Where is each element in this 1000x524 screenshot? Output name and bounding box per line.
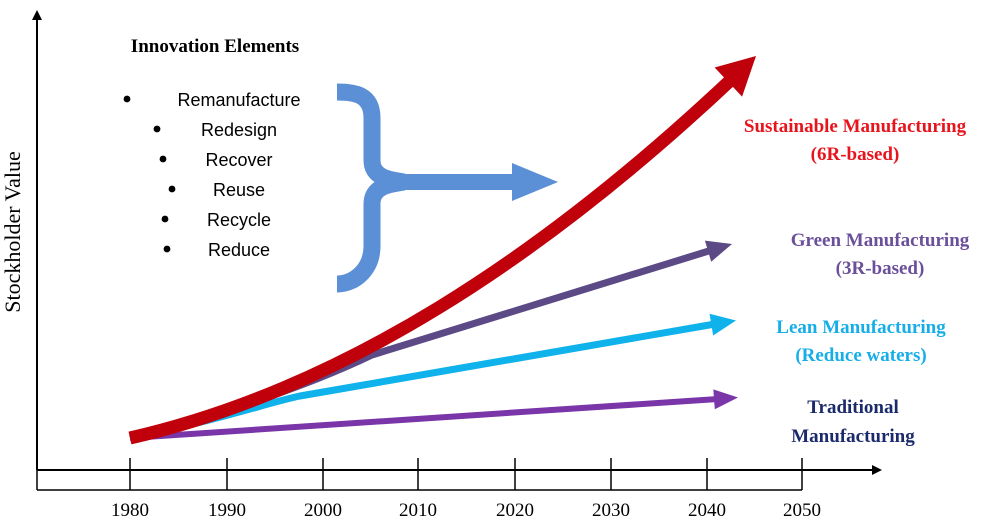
sustainable-label-line1: Sustainable Manufacturing: [744, 116, 967, 137]
traditional-label-line2: Manufacturing: [791, 426, 915, 447]
lean-arrowhead-icon: [709, 313, 736, 336]
timeline-grid: [36, 470, 802, 491]
green-label-line1: Green Manufacturing: [791, 230, 970, 251]
x-tick-label: 2030: [592, 500, 630, 521]
traditional-arrowhead-icon: [713, 389, 738, 410]
x-tick-label: 2040: [688, 500, 726, 521]
bullet-icon: [161, 215, 169, 223]
innovation-item: Redesign: [201, 120, 277, 140]
sustainable-arrowhead-icon: [714, 56, 756, 97]
traditional-label-line1: Traditional: [807, 397, 899, 418]
innovation-item: Reuse: [213, 180, 265, 200]
bullet-icon: [123, 95, 131, 103]
x-tick-label: 2050: [783, 500, 821, 521]
innovation-item: Recover: [205, 150, 272, 170]
traditional-trend-line: [129, 396, 719, 441]
green-arrowhead-icon: [704, 240, 732, 262]
bullet-icon: [163, 245, 171, 253]
x-tick-label: 1990: [208, 500, 246, 521]
brace-arrow: [336, 83, 558, 293]
trend-labels: Sustainable Manufacturing (6R-based) Green…: [744, 116, 970, 447]
y-axis-label: Stockholder Value: [0, 151, 25, 313]
bullet-icon: [168, 185, 176, 193]
lean-label-line2: (Reduce waters): [795, 345, 926, 366]
brace-arrow-shaft: [404, 174, 514, 190]
trend-curves: [128, 56, 756, 445]
innovation-item: Reduce: [208, 240, 270, 260]
innovation-item: Recycle: [207, 210, 271, 230]
brace-arrow-head: [512, 163, 558, 201]
x-tick-labels: 1980 1990 2000 2010 2020 2030 2040 2050: [111, 500, 821, 521]
x-tick-label: 2000: [304, 500, 342, 521]
x-tick-label: 2020: [496, 500, 534, 521]
x-tick-label: 1980: [111, 500, 149, 521]
bullet-icon: [159, 155, 167, 163]
sustainable-label-line2: (6R-based): [811, 144, 900, 165]
bullet-icon: [153, 125, 161, 133]
x-ticks: [129, 458, 803, 490]
innovation-title: Innovation Elements: [131, 36, 299, 57]
lean-label-line1: Lean Manufacturing: [776, 317, 946, 338]
green-label-line2: (3R-based): [836, 258, 925, 279]
sustainable-trend-line: [128, 71, 740, 445]
innovation-list: Remanufacture Redesign Recover Reuse Recycle…: [123, 90, 301, 260]
curly-brace-icon: [336, 83, 406, 293]
x-tick-label: 2010: [399, 500, 437, 521]
innovation-item: Remanufacture: [177, 90, 300, 110]
